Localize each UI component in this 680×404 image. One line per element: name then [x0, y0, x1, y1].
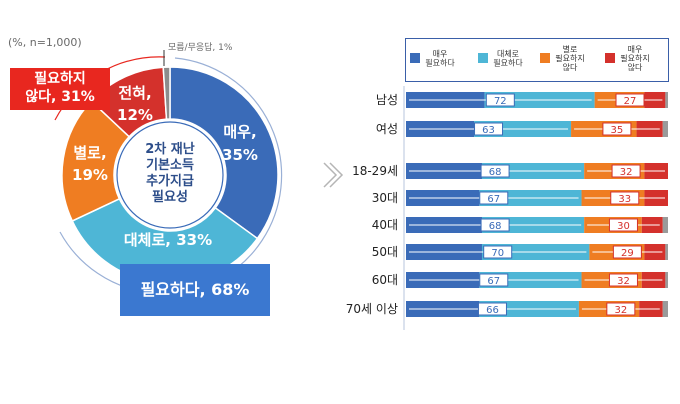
category-label: 30대 [372, 191, 398, 205]
category-label: 60대 [372, 273, 398, 287]
pie-center-label: 추가지급 [146, 173, 194, 189]
pie-center-label: 기본소득 [146, 158, 194, 173]
needed-value-label: 70 [491, 248, 504, 259]
needed-value-label: 67 [487, 276, 500, 287]
needed-value-label: 68 [489, 221, 502, 232]
not-needed-value-label: 33 [618, 194, 631, 205]
not-needed-value-label: 30 [617, 221, 630, 232]
not-needed-value-box [615, 93, 645, 107]
bar-segment [665, 92, 668, 108]
pie-slice-label: 19% [72, 166, 108, 184]
needed-value-box [479, 191, 509, 205]
not-needed-value-label: 32 [617, 276, 630, 287]
not-needed-callout: 필요하지 않다, 31% [10, 68, 110, 110]
not-needed-value-label: 27 [624, 96, 637, 107]
category-label: 여성 [376, 122, 398, 136]
legend-swatch [478, 53, 488, 63]
legend-swatch [540, 53, 550, 63]
legend-label: 매우 [433, 50, 448, 59]
not-needed-value-box [610, 191, 640, 205]
needed-value-label: 68 [489, 167, 502, 178]
sample-note: (%, n=1,000) [8, 36, 82, 49]
pie-slice-label: 대체로, 33% [124, 231, 212, 249]
pie-center [116, 121, 224, 229]
bar-segment [665, 272, 668, 288]
bar-segment [665, 244, 668, 260]
legend-swatch [605, 53, 615, 63]
needed-value-box [480, 218, 510, 232]
needed-callout: 필요하다, 68% [120, 264, 270, 316]
needed-value-box [480, 164, 510, 178]
needed-value-box [483, 245, 513, 259]
not-needed-value-box [608, 273, 638, 287]
needed-value-box [479, 273, 509, 287]
category-label: 70세 이상 [346, 302, 398, 316]
not-needed-callout-text: 필요하지 않다, 31% [25, 71, 95, 105]
pie-slice [162, 66, 171, 120]
not-needed-value-label: 29 [621, 248, 634, 259]
needed-value-label: 67 [487, 194, 500, 205]
pie-slice-label: 12% [117, 106, 153, 124]
not-needed-value-box [606, 302, 636, 316]
not-needed-value-box [602, 122, 632, 136]
needed-value-box [474, 122, 504, 136]
pie-slice-label: 35% [222, 146, 258, 164]
category-label: 40대 [372, 218, 398, 232]
pie-center-label: 필요성 [152, 190, 188, 205]
not-needed-value-label: 32 [620, 167, 633, 178]
category-label: 50대 [372, 245, 398, 259]
category-label: 남성 [376, 93, 398, 107]
legend-label: 필요하다 [425, 58, 455, 68]
not-needed-value-box [608, 218, 638, 232]
legend-label: 별로 [563, 44, 578, 54]
needed-value-box [477, 302, 507, 316]
pie-slice-label: 전혀, [118, 84, 151, 102]
not-needed-value-box [611, 164, 641, 178]
needed-value-label: 66 [486, 305, 499, 316]
bar-segment [662, 121, 668, 137]
legend-label: 필요하지 [555, 53, 584, 63]
not-needed-value-box [612, 245, 642, 259]
legend-label: 매우 [628, 45, 643, 54]
not-needed-value-label: 32 [614, 305, 627, 316]
legend-swatch [410, 53, 420, 63]
legend-label: 필요하지 [620, 53, 649, 63]
legend-label: 대체로 [497, 49, 519, 59]
pie-slice-label: 별로, [73, 144, 106, 162]
bar-segment [662, 217, 668, 233]
no-answer-label: 모름/무응답, 1% [168, 43, 233, 53]
pie-slice-label: 매우, [223, 123, 256, 141]
needed-value-box [485, 93, 515, 107]
bar-segment [662, 301, 668, 317]
legend-label: 않다 [628, 63, 643, 72]
not-needed-value-label: 35 [611, 125, 624, 136]
legend-label: 필요하다 [493, 58, 523, 68]
category-label: 18-29세 [352, 164, 398, 178]
pie-slice [169, 66, 279, 240]
bar-legend [405, 38, 669, 82]
needed-value-label: 72 [494, 96, 507, 107]
arrow-chevron-icon [323, 162, 344, 188]
pie-center-label: 2차 재난 [145, 141, 194, 157]
outer-arc-needed [59, 57, 283, 295]
legend-label: 않다 [563, 63, 578, 72]
needed-value-label: 63 [482, 125, 495, 136]
